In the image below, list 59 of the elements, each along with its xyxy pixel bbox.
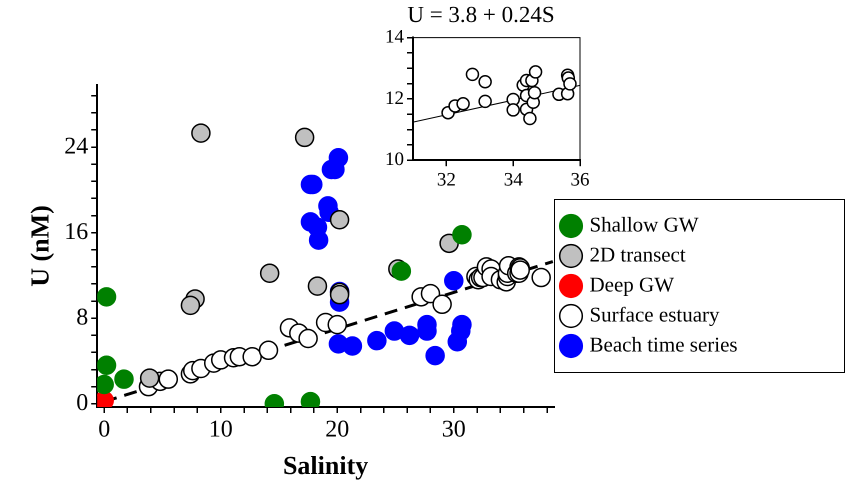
point [444, 271, 464, 291]
x-tick-label: 32 [436, 170, 456, 191]
point [242, 346, 262, 366]
y-tick-label: 12 [385, 88, 404, 109]
x-tick-label: 34 [504, 170, 524, 191]
point [140, 368, 160, 388]
chart-title: U = 3.8 + 0.24S [407, 2, 555, 27]
point [392, 261, 412, 281]
x-tick-label: 36 [570, 170, 590, 191]
point [400, 326, 420, 346]
x-tick-label: 10 [208, 416, 233, 443]
x-axis-title: Salinity [282, 451, 368, 480]
y-tick-label: 24 [64, 133, 88, 160]
y-axis-title: U (nM) [25, 205, 54, 287]
x-tick-label: 20 [325, 416, 350, 443]
point [308, 276, 328, 296]
point [478, 94, 492, 108]
point [531, 268, 551, 288]
point [330, 210, 350, 230]
y-tick-label: 14 [385, 26, 404, 48]
x-tick-label: 30 [442, 416, 466, 443]
point [342, 336, 362, 356]
legend-label: 2D transect [590, 242, 686, 267]
point [258, 340, 278, 360]
legend-label: Shallow GW [590, 212, 699, 237]
point [384, 321, 404, 341]
point [97, 356, 116, 376]
point [506, 103, 520, 117]
y-tick-label: 16 [64, 218, 88, 245]
y-tick-label: 8 [76, 304, 88, 331]
point [97, 287, 116, 307]
point [367, 330, 387, 350]
point [528, 65, 542, 79]
point [452, 225, 472, 245]
point [425, 346, 445, 366]
point [439, 234, 459, 254]
point [260, 264, 280, 284]
y-tick-label: 0 [76, 390, 88, 416]
point [300, 212, 320, 232]
point [478, 74, 492, 88]
point [456, 97, 470, 111]
point [563, 77, 577, 91]
y-tick-label: 10 [385, 149, 404, 170]
point [528, 86, 542, 100]
point [191, 123, 211, 143]
point [420, 284, 440, 304]
x-tick-label: 0 [98, 416, 110, 443]
point [158, 369, 178, 389]
point [523, 112, 537, 126]
point [114, 369, 134, 389]
point [466, 68, 480, 82]
legend-label: Deep GW [590, 272, 674, 297]
legend-label: Surface estuary [590, 302, 720, 327]
point [294, 128, 314, 148]
point [180, 296, 200, 316]
point [432, 294, 452, 314]
legend-label: Beach time series [590, 332, 738, 357]
point [298, 328, 318, 348]
point [328, 314, 348, 334]
